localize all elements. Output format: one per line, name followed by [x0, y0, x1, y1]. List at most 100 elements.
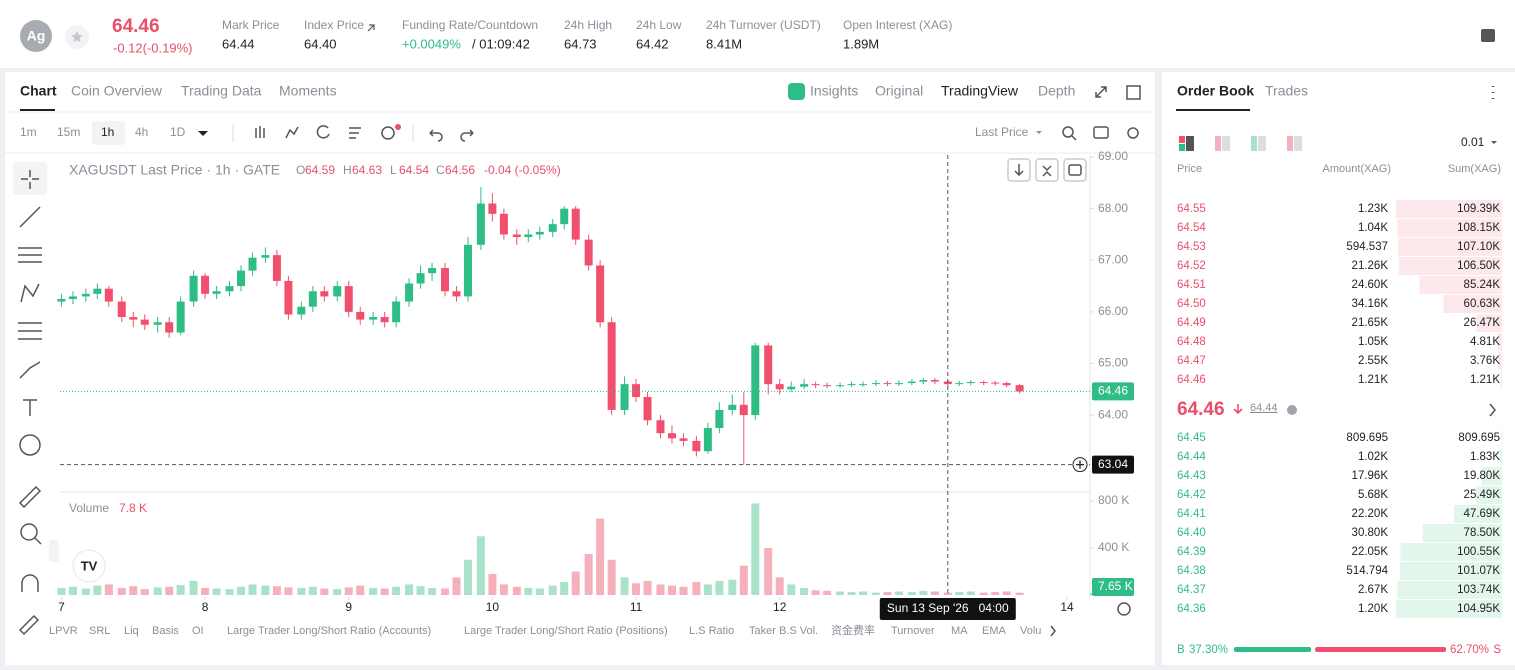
book-price[interactable]: 64.42 [1177, 489, 1206, 501]
layout-icon[interactable] [1481, 29, 1495, 42]
book-price[interactable]: 64.37 [1177, 584, 1206, 596]
candle-body [692, 440, 701, 452]
book-view-icons[interactable] [1179, 136, 1302, 151]
chart-corner-buttons[interactable] [1007, 158, 1087, 182]
book-amount: 514.794 [1346, 565, 1388, 577]
dropdown-arrow[interactable] [1491, 141, 1497, 144]
dropdown-arrow[interactable] [198, 131, 208, 136]
view-tab[interactable]: TradingView [941, 83, 1019, 99]
volume-bar [894, 591, 903, 595]
interval-button[interactable]: 15m [57, 125, 80, 139]
book-tab[interactable]: Trades [1265, 83, 1308, 99]
book-price[interactable]: 64.41 [1177, 508, 1206, 520]
volume-bar [320, 588, 329, 595]
volume-value: 7.8 K [119, 501, 147, 515]
view-tab[interactable]: Insights [810, 83, 858, 99]
volume-bar [524, 587, 533, 595]
indicator-button[interactable]: Large Trader Long/Short Ratio (Accounts) [227, 625, 431, 637]
book-sum: 1.21K [1470, 374, 1500, 386]
interval-button[interactable]: 1D [170, 125, 186, 139]
depth-bar [1398, 238, 1502, 256]
view-tab[interactable]: Original [875, 83, 923, 99]
book-price[interactable]: 64.39 [1177, 546, 1206, 558]
book-amount: 21.65K [1352, 317, 1389, 329]
volume-bar [787, 584, 796, 595]
interval-button[interactable]: 4h [135, 125, 148, 139]
indicator-button[interactable]: MA [951, 625, 968, 637]
candle-body [201, 275, 210, 294]
book-price[interactable]: 64.36 [1177, 603, 1206, 615]
chart-tab[interactable]: Moments [279, 83, 337, 99]
candle-body [369, 317, 378, 320]
chart-tab[interactable]: Chart [20, 83, 57, 99]
volume-bar [930, 591, 939, 595]
indicator-button[interactable]: Large Trader Long/Short Ratio (Positions… [464, 625, 668, 637]
interval-button[interactable]: 1m [20, 125, 37, 139]
indicator-button[interactable]: 资金费率 [831, 623, 875, 637]
top-bar [0, 0, 1515, 68]
book-price[interactable]: 64.46 [1177, 374, 1206, 386]
indicator-button[interactable]: LPVR [49, 625, 78, 637]
volume-bar [739, 565, 748, 595]
book-price[interactable]: 64.48 [1177, 336, 1206, 348]
precision-select[interactable]: 0.01 [1461, 135, 1485, 149]
info-icon[interactable] [1287, 405, 1297, 415]
chart-tab[interactable]: Coin Overview [71, 83, 163, 99]
book-sum: 109.39K [1457, 203, 1500, 215]
indicator-button[interactable]: OI [192, 625, 204, 637]
book-price[interactable]: 64.55 [1177, 203, 1206, 215]
settings-icon[interactable] [1117, 602, 1131, 616]
book-tab[interactable]: Order Book [1177, 83, 1254, 99]
last-price-tag [1092, 382, 1134, 401]
tradingview-logo [72, 549, 106, 583]
y-tick-label: 69.00 [1098, 149, 1128, 163]
book-price[interactable]: 64.45 [1177, 432, 1206, 444]
buy-ratio: 37.30% [1189, 644, 1228, 656]
crosshair-time-tag [879, 598, 1016, 620]
indicator-button[interactable]: Turnover [891, 625, 935, 637]
book-price[interactable]: 64.53 [1177, 241, 1206, 253]
indicator-button[interactable]: EMA [982, 625, 1007, 637]
drawing-tools[interactable] [18, 170, 42, 636]
chevron-right[interactable] [1489, 403, 1496, 417]
book-price[interactable]: 64.40 [1177, 527, 1206, 539]
volume-bar [728, 579, 737, 595]
book-price[interactable]: 64.52 [1177, 260, 1206, 272]
book-price[interactable]: 64.43 [1177, 470, 1206, 482]
interval-button[interactable]: 1h [101, 125, 114, 139]
indicator-button[interactable]: Basis [152, 625, 179, 637]
indicator-button[interactable]: Liq [124, 625, 139, 637]
legend-value: 64.63 [352, 163, 382, 177]
book-price[interactable]: 64.47 [1177, 355, 1206, 367]
volume-bar [81, 588, 90, 595]
book-price[interactable]: 64.44 [1177, 451, 1206, 463]
indicator-button[interactable]: SRL [89, 625, 110, 637]
price-source[interactable]: Last Price [975, 125, 1029, 139]
depth-bar [1501, 429, 1502, 447]
book-price[interactable]: 64.51 [1177, 279, 1206, 291]
book-amount: 1.02K [1358, 451, 1388, 463]
collapse-handle[interactable] [49, 540, 59, 562]
candle-body [728, 404, 737, 410]
candle-body [859, 384, 868, 386]
chevron-right[interactable] [1050, 625, 1056, 637]
chart-tab[interactable]: Trading Data [181, 83, 262, 99]
toolbar-icons[interactable] [255, 125, 1139, 142]
indicator-button[interactable]: Volu [1020, 625, 1041, 637]
book-price[interactable]: 64.49 [1177, 317, 1206, 329]
candle-body [153, 322, 162, 325]
candle-body [333, 286, 342, 297]
dropdown-arrow[interactable] [1036, 131, 1042, 134]
expand-icon[interactable] [1095, 86, 1107, 98]
indicator-button[interactable]: L.S Ratio [689, 625, 734, 637]
volume-bar [679, 586, 688, 595]
volume-bar [284, 587, 293, 595]
book-sum: 3.76K [1470, 355, 1500, 367]
book-sum: 4.81K [1470, 336, 1500, 348]
book-price[interactable]: 64.38 [1177, 565, 1206, 577]
book-price[interactable]: 64.54 [1177, 222, 1206, 234]
indicator-button[interactable]: Taker B.S Vol. [749, 625, 818, 637]
view-tab[interactable]: Depth [1038, 83, 1075, 99]
book-price[interactable]: 64.50 [1177, 298, 1206, 310]
window-icon[interactable] [1126, 85, 1141, 100]
